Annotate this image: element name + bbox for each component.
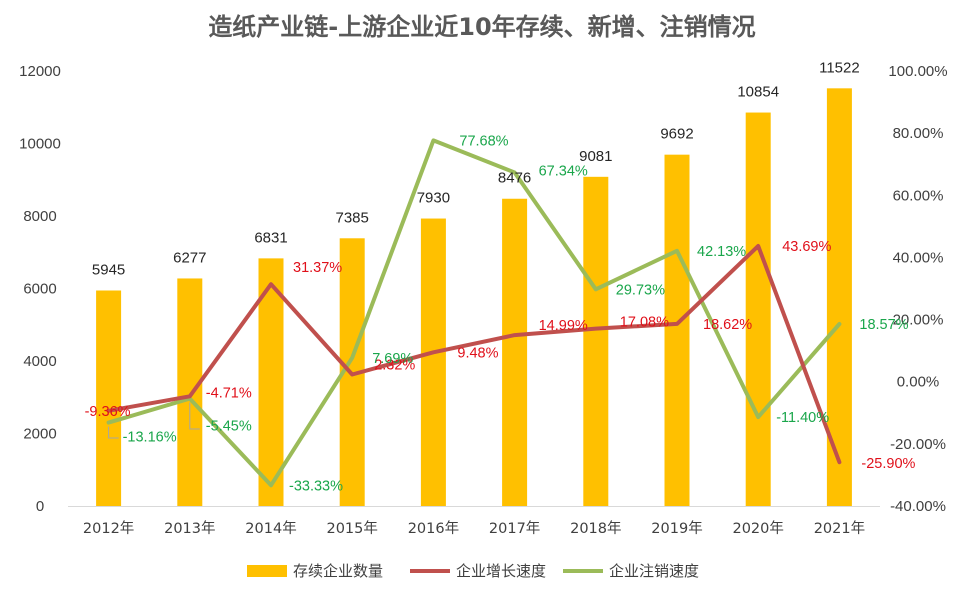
growth-rate-label: 17.08% [620, 315, 669, 331]
category-label: 2012年 [83, 520, 134, 537]
category-axis: 2012年 2013年 2014年 2015年 2016年 2017年 2018年 2019年… [68, 506, 880, 537]
cancel-rate-label: 67.34% [539, 163, 588, 179]
bar [745, 112, 771, 506]
left-axis-tick-label: 2000 [23, 426, 56, 443]
axis-ticks: 0 2000 4000 6000 8000 10000 12000 -40.00% -20.00… [19, 63, 947, 515]
category-label: 2017年 [489, 520, 540, 537]
bar [664, 154, 690, 507]
bar [96, 290, 122, 506]
category-label: 2015年 [326, 520, 377, 537]
growth-rate-line [106, 244, 842, 465]
bar-value-label: 5945 [92, 261, 125, 278]
cancel-rate-line [106, 138, 842, 488]
right-axis-tick-label: 20.00% [893, 312, 944, 329]
bar-value-label: 6831 [254, 229, 287, 246]
bar-value-label: 8476 [498, 170, 531, 187]
cancel-rate-label: 7.69% [372, 351, 413, 367]
left-axis-tick-label: 8000 [23, 208, 56, 225]
right-axis-tick-label: -20.00% [890, 436, 946, 453]
cancel-rate-label: 29.73% [616, 282, 665, 298]
growth-rate-label: 14.99% [539, 318, 588, 334]
line-series [106, 138, 842, 488]
bar-value-label: 10854 [737, 84, 779, 101]
bar [583, 176, 609, 506]
right-axis-tick-label: 60.00% [893, 187, 944, 204]
bar-value-label: 6277 [173, 249, 206, 266]
right-axis-tick-label: 80.00% [893, 125, 944, 142]
legend: 存续企业数量 企业增长速度 企业注销速度 [247, 562, 699, 580]
legend-label: 企业增长速度 [456, 562, 546, 580]
data-labels: 5945 6277 6831 7385 7930 8476 9081 9692 10854 115… [85, 59, 916, 494]
right-axis-tick-label: 0.00% [897, 374, 940, 391]
cancel-rate-label: -5.45% [206, 419, 252, 435]
bar [502, 198, 528, 506]
growth-rate-label: -4.71% [206, 385, 252, 401]
bar-value-label: 7930 [417, 190, 450, 207]
growth-rate-label: 31.37% [293, 260, 342, 276]
legend-swatch-bar [247, 565, 287, 577]
leader-line [108, 426, 119, 439]
category-label: 2018年 [570, 520, 621, 537]
bar-value-label: 11522 [819, 59, 860, 76]
bar [177, 278, 203, 506]
left-axis-tick-label: 12000 [19, 63, 61, 80]
left-axis-tick-label: 0 [36, 498, 44, 515]
bar-value-label: 7385 [336, 209, 369, 226]
category-label: 2014年 [245, 520, 296, 537]
bar [420, 218, 446, 506]
right-axis-tick-label: 40.00% [893, 249, 944, 266]
category-label: 2016年 [408, 520, 459, 537]
growth-rate-label: 9.48% [457, 345, 498, 361]
left-axis-tick-label: 10000 [19, 136, 61, 153]
left-axis-tick-label: 6000 [23, 281, 56, 298]
growth-rate-label: -9.36% [85, 404, 131, 420]
growth-rate-label: 43.69% [782, 239, 831, 255]
chart-title: 造纸产业链-上游企业近10年存续、新增、注销情况 [208, 13, 755, 41]
left-axis-tick-label: 4000 [23, 353, 56, 370]
growth-rate-label: 2.32% [374, 358, 415, 374]
leader-line [189, 402, 200, 430]
category-label: 2019年 [651, 520, 702, 537]
cancel-rate-label: -33.33% [289, 478, 343, 494]
category-label: 2013年 [164, 520, 215, 537]
growth-rate-label: 18.62% [703, 317, 752, 333]
cancel-rate-label: -13.16% [123, 430, 177, 446]
legend-label: 企业注销速度 [609, 562, 699, 580]
bar-value-label: 9692 [660, 126, 693, 143]
right-axis-tick-label: -40.00% [890, 498, 946, 515]
cancel-rate-label: 42.13% [697, 244, 746, 260]
cancel-rate-label: 18.57% [859, 317, 908, 333]
category-label: 2020年 [732, 520, 783, 537]
bar-series [96, 88, 852, 507]
cancel-rate-label: 77.68% [459, 133, 508, 149]
bar-value-label: 9081 [579, 148, 612, 165]
right-axis-tick-label: 100.00% [888, 63, 947, 80]
cancel-rate-label: -11.40% [776, 410, 829, 426]
bar [258, 258, 284, 506]
legend-label: 存续企业数量 [293, 562, 383, 580]
category-label: 2021年 [814, 520, 865, 537]
growth-rate-label: -25.90% [861, 456, 915, 472]
